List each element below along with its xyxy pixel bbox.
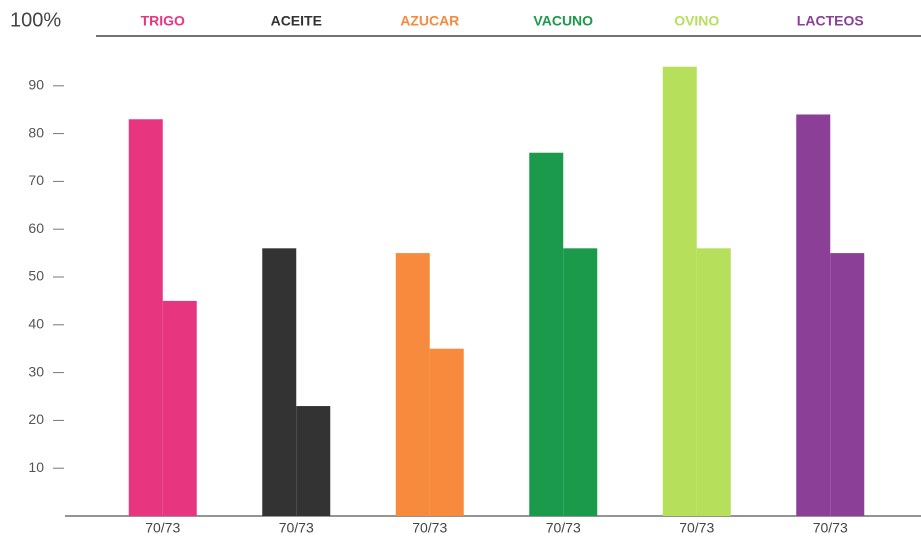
y-tick-label: 90 [28, 77, 44, 93]
y-tick-label: 70 [28, 172, 44, 188]
category-label: LACTEOS [797, 13, 864, 29]
bar [162, 300, 197, 516]
y-tick-label: 80 [28, 124, 44, 140]
bar [429, 348, 464, 516]
bar [296, 406, 331, 516]
x-tick-label: 70/73 [679, 520, 714, 536]
bar [696, 248, 731, 516]
bar [563, 248, 598, 516]
x-tick-label: 70/73 [145, 520, 180, 536]
x-tick-label: 70/73 [546, 520, 581, 536]
y-tick-label: 10 [28, 459, 44, 475]
bar [529, 152, 564, 516]
category-label: ACEITE [271, 13, 322, 29]
category-label: AZUCAR [400, 13, 459, 29]
y-tick-label: 50 [28, 268, 44, 284]
y-tick-label: 60 [28, 220, 44, 236]
bar [796, 114, 831, 516]
y-tick-label: 20 [28, 411, 44, 427]
bar [662, 66, 697, 517]
category-label: TRIGO [141, 13, 185, 29]
bar [830, 253, 865, 516]
y-tick-label: 100% [10, 9, 61, 31]
x-tick-label: 70/73 [279, 520, 314, 536]
bar [128, 119, 163, 516]
y-tick-label: 40 [28, 316, 44, 332]
x-tick-label: 70/73 [412, 520, 447, 536]
bar [395, 253, 430, 516]
category-label: OVINO [674, 13, 719, 29]
bar [262, 248, 297, 516]
y-tick-label: 30 [28, 363, 44, 379]
category-label: VACUNO [533, 13, 593, 29]
x-tick-label: 70/73 [813, 520, 848, 536]
